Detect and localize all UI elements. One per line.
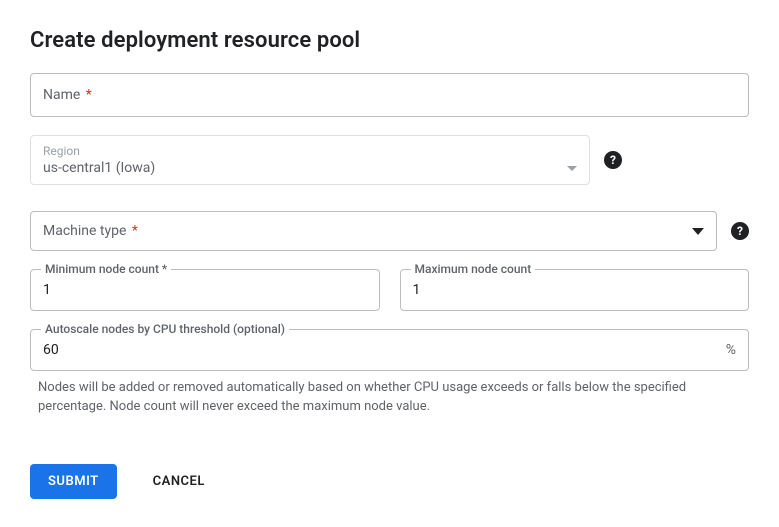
cancel-button[interactable]: CANCEL [147, 464, 211, 499]
region-select[interactable]: Region us-central1 (Iowa) [30, 135, 590, 185]
submit-button[interactable]: SUBMIT [30, 464, 117, 499]
name-label: Name * [31, 87, 92, 103]
autoscale-field-wrap: Autoscale nodes by CPU threshold (option… [30, 329, 749, 417]
autoscale-helper-text: Nodes will be added or removed automatic… [38, 379, 745, 417]
region-label: Region [43, 144, 577, 158]
chevron-down-icon [567, 166, 577, 171]
region-value: us-central1 (Iowa) [43, 160, 155, 176]
machine-type-row: Machine type * ? [30, 211, 749, 251]
min-node-field: Minimum node count * [30, 269, 380, 311]
max-node-label: Maximum node count [411, 262, 536, 276]
help-icon[interactable]: ? [731, 222, 749, 240]
autoscale-input[interactable] [31, 330, 748, 370]
autoscale-label: Autoscale nodes by CPU threshold (option… [41, 322, 289, 336]
max-node-field: Maximum node count [400, 269, 750, 311]
min-node-input[interactable] [31, 270, 379, 310]
page-title: Create deployment resource pool [30, 28, 749, 53]
percent-suffix: % [726, 342, 736, 358]
min-node-required-mark: * [162, 262, 167, 276]
autoscale-field: Autoscale nodes by CPU threshold (option… [30, 329, 749, 371]
machine-type-select[interactable]: Machine type * [30, 211, 717, 251]
action-bar: SUBMIT CANCEL [30, 464, 211, 499]
max-node-input[interactable] [401, 270, 749, 310]
name-required-mark: * [86, 87, 92, 103]
help-icon[interactable]: ? [604, 151, 622, 169]
machine-type-label-text: Machine type [43, 223, 126, 239]
chevron-down-icon [692, 228, 704, 235]
min-node-label: Minimum node count * [41, 262, 171, 276]
machine-type-required-mark: * [132, 223, 138, 239]
name-field-wrap: Name * [30, 73, 749, 117]
node-count-row: Minimum node count * Maximum node count [30, 269, 749, 311]
region-value-row: us-central1 (Iowa) [43, 160, 577, 176]
machine-type-label: Machine type * [43, 223, 138, 239]
dialog-body: Create deployment resource pool Name * R… [0, 0, 779, 417]
name-label-text: Name [43, 87, 80, 103]
name-field[interactable]: Name * [30, 73, 749, 117]
min-node-label-text: Minimum node count [45, 262, 159, 276]
region-row: Region us-central1 (Iowa) ? [30, 135, 749, 185]
